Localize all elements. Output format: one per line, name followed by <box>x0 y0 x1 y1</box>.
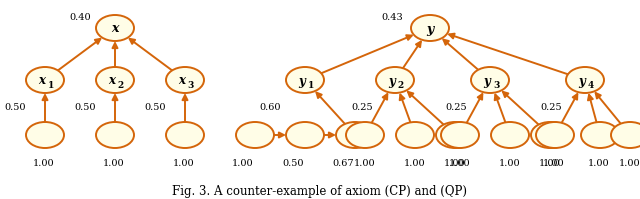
Ellipse shape <box>376 67 414 93</box>
Ellipse shape <box>396 122 434 148</box>
Text: 0.60: 0.60 <box>259 102 281 111</box>
Ellipse shape <box>336 122 374 148</box>
Text: 0.40: 0.40 <box>69 13 91 21</box>
Text: 1.00: 1.00 <box>449 158 471 168</box>
Ellipse shape <box>96 122 134 148</box>
Text: y: y <box>579 74 586 88</box>
Text: 1.00: 1.00 <box>444 158 466 168</box>
Text: 0.25: 0.25 <box>445 102 467 111</box>
Text: 1.00: 1.00 <box>543 158 565 168</box>
Ellipse shape <box>96 15 134 41</box>
Text: 1: 1 <box>308 82 314 91</box>
Ellipse shape <box>26 122 64 148</box>
Text: 1.00: 1.00 <box>103 158 125 168</box>
Ellipse shape <box>436 122 474 148</box>
Text: 1.00: 1.00 <box>619 158 640 168</box>
Text: x: x <box>38 74 45 88</box>
Text: 3: 3 <box>188 82 194 91</box>
Text: 2: 2 <box>398 82 404 91</box>
Text: 1.00: 1.00 <box>354 158 376 168</box>
Text: 4: 4 <box>588 82 594 91</box>
Text: 0.50: 0.50 <box>74 102 96 111</box>
Ellipse shape <box>491 122 529 148</box>
Text: 1.00: 1.00 <box>173 158 195 168</box>
Text: x: x <box>109 74 115 88</box>
Text: x: x <box>179 74 186 88</box>
Text: 0.25: 0.25 <box>351 102 373 111</box>
Text: 0.50: 0.50 <box>282 158 304 168</box>
Text: 1.00: 1.00 <box>232 158 254 168</box>
Ellipse shape <box>346 122 384 148</box>
Text: y: y <box>484 74 490 88</box>
Ellipse shape <box>286 67 324 93</box>
Ellipse shape <box>236 122 274 148</box>
Ellipse shape <box>566 67 604 93</box>
Text: y: y <box>299 74 305 88</box>
Text: 2: 2 <box>118 82 124 91</box>
Text: 0.67: 0.67 <box>332 158 354 168</box>
Ellipse shape <box>531 122 569 148</box>
Ellipse shape <box>411 15 449 41</box>
Text: 1.00: 1.00 <box>33 158 55 168</box>
Text: 1.00: 1.00 <box>539 158 561 168</box>
Ellipse shape <box>166 122 204 148</box>
Text: 1: 1 <box>48 82 54 91</box>
Text: 1.00: 1.00 <box>499 158 521 168</box>
Text: 0.25: 0.25 <box>540 102 562 111</box>
Ellipse shape <box>286 122 324 148</box>
Text: Fig. 3. A counter-example of axiom (CP) and (QP): Fig. 3. A counter-example of axiom (CP) … <box>173 185 467 198</box>
Ellipse shape <box>471 67 509 93</box>
Ellipse shape <box>581 122 619 148</box>
Ellipse shape <box>166 67 204 93</box>
Text: 3: 3 <box>493 82 499 91</box>
Text: 0.50: 0.50 <box>4 102 26 111</box>
Ellipse shape <box>26 67 64 93</box>
Text: 0.50: 0.50 <box>144 102 166 111</box>
Text: 1.00: 1.00 <box>588 158 610 168</box>
Text: y: y <box>426 22 434 35</box>
Text: y: y <box>388 74 396 88</box>
Text: 0.43: 0.43 <box>381 13 403 21</box>
Ellipse shape <box>441 122 479 148</box>
Ellipse shape <box>611 122 640 148</box>
Text: x: x <box>111 22 119 35</box>
Text: 1.00: 1.00 <box>404 158 426 168</box>
Ellipse shape <box>536 122 574 148</box>
Ellipse shape <box>96 67 134 93</box>
